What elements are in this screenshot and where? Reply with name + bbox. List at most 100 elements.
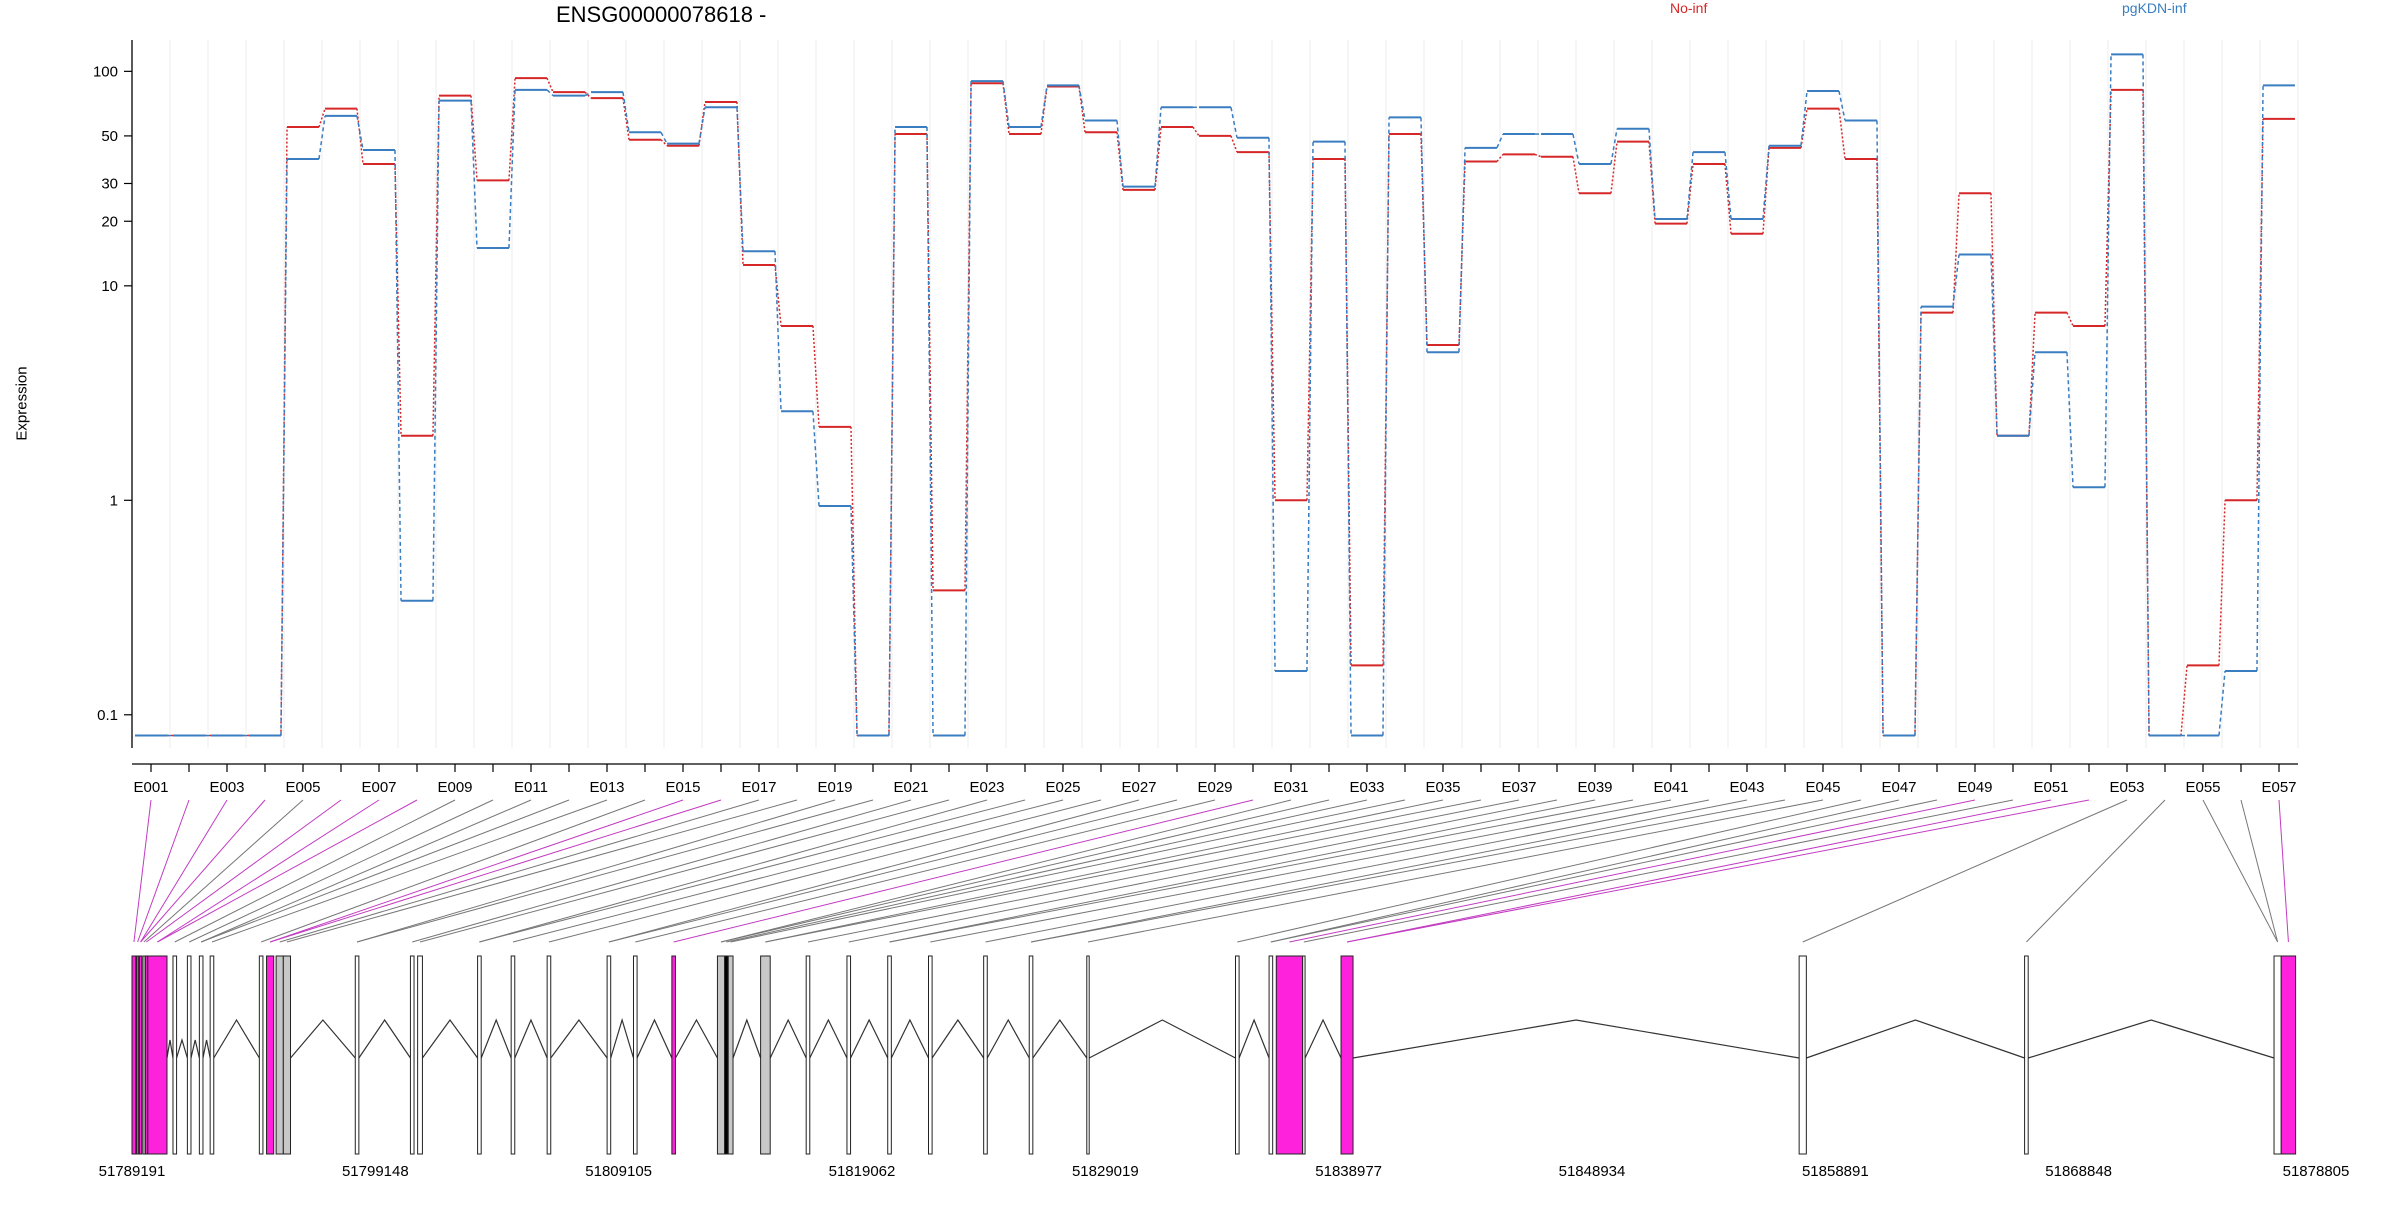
exon-block	[1798, 955, 1807, 1155]
exon-connector	[174, 799, 456, 943]
x-tick-label: E053	[2109, 779, 2144, 796]
data-connector	[926, 127, 934, 736]
exon-connector	[673, 799, 1254, 943]
intron-line	[636, 1018, 673, 1059]
genomic-tick-label: 51878805	[2283, 1163, 2350, 1180]
exon-block	[1086, 955, 1090, 1155]
data-connector	[2066, 312, 2074, 327]
data-connector	[1230, 107, 1238, 138]
exon-block	[209, 955, 215, 1155]
data-connector	[1154, 107, 1162, 187]
intron-line	[202, 1039, 211, 1059]
exon-block	[2024, 955, 2029, 1155]
data-connector	[1078, 85, 1086, 121]
exon-connector	[720, 799, 1292, 943]
y-tick-label: 0.1	[97, 707, 118, 724]
exon-block	[1268, 955, 1274, 1155]
data-connector	[280, 159, 288, 736]
data-connector	[888, 127, 896, 736]
intron-line	[1088, 1019, 1236, 1059]
x-tick-label: E047	[1881, 779, 1916, 796]
intron-line	[480, 1018, 512, 1059]
data-connector	[1116, 132, 1124, 190]
intron-line	[674, 1018, 718, 1059]
exon-connector	[985, 799, 1710, 943]
series-pgkdn-inf	[135, 53, 2295, 737]
exon-connector	[143, 799, 304, 943]
data-connector	[622, 98, 630, 140]
y-axis-label: Expression	[13, 366, 31, 441]
data-connector	[546, 77, 554, 93]
exon-connector	[2240, 799, 2279, 943]
exon-connector	[1346, 799, 2052, 943]
exon-block	[606, 955, 612, 1155]
genomic-tick-label: 51858891	[1802, 1163, 1869, 1180]
legend-entry-no-inf: No-inf	[1670, 0, 1708, 16]
exon-connector	[269, 799, 684, 943]
data-connector	[2104, 54, 2112, 488]
exon-connector	[260, 799, 646, 943]
exon-connector	[720, 799, 1330, 943]
intron-line	[769, 1018, 807, 1059]
exon-connector	[807, 799, 1520, 943]
data-connector	[1230, 135, 1238, 153]
exon-connector	[848, 799, 1558, 943]
exon-connector	[157, 799, 380, 943]
exon-block	[477, 955, 482, 1155]
intron-line	[732, 1018, 762, 1059]
exon-connector	[512, 799, 1064, 943]
x-tick-label: E051	[2033, 779, 2068, 796]
exon-block	[1028, 955, 1034, 1155]
exon-block	[258, 955, 264, 1155]
data-connector	[1002, 81, 1010, 128]
exon-block	[2273, 955, 2282, 1155]
data-connector	[774, 251, 782, 412]
exon-block	[760, 955, 771, 1155]
intron-line	[986, 1018, 1030, 1059]
x-tick-label: E037	[1501, 779, 1536, 796]
y-tick-label: 50	[101, 128, 118, 145]
data-connector	[698, 107, 706, 144]
x-tick-label: E049	[1957, 779, 1992, 796]
exon-connector	[479, 799, 988, 943]
exon-block	[2280, 955, 2297, 1155]
data-connector	[584, 91, 592, 97]
x-tick-label: E011	[514, 779, 548, 796]
x-tick-label: E039	[1577, 779, 1612, 796]
data-connector	[1800, 108, 1808, 148]
x-tick-label: E041	[1653, 779, 1688, 796]
x-tick-label: E027	[1121, 779, 1156, 796]
exon-connector	[479, 799, 1026, 943]
series-no-inf	[135, 77, 2295, 737]
intron-line	[2028, 1019, 2275, 1059]
exon-connector	[635, 799, 1216, 943]
x-tick-label: E029	[1197, 779, 1232, 796]
exon-block	[716, 955, 726, 1155]
exon-block	[805, 955, 811, 1155]
intron-line	[514, 1018, 548, 1059]
data-connector	[1686, 163, 1694, 224]
x-tick-label: E003	[209, 779, 244, 796]
exon-connector	[765, 799, 1482, 943]
exon-block	[671, 955, 676, 1155]
exon-connector	[200, 799, 570, 943]
data-connector	[2218, 500, 2226, 666]
exon-connector	[140, 799, 228, 943]
data-connector	[698, 101, 706, 146]
exon-connector	[140, 799, 266, 943]
data-connector	[1800, 90, 1808, 146]
data-connector	[1192, 126, 1200, 137]
y-tick-label: 10	[101, 278, 118, 295]
intron-line	[166, 1039, 174, 1059]
intron-line	[890, 1018, 930, 1059]
data-connector	[356, 115, 364, 151]
data-connector	[432, 95, 440, 436]
data-connector	[1762, 145, 1770, 220]
data-connector	[812, 325, 820, 427]
x-tick-label: E007	[361, 779, 396, 796]
exon-block	[632, 955, 638, 1155]
exon-block	[131, 955, 137, 1155]
data-connector	[736, 107, 744, 252]
intron-line	[1352, 1019, 1800, 1059]
